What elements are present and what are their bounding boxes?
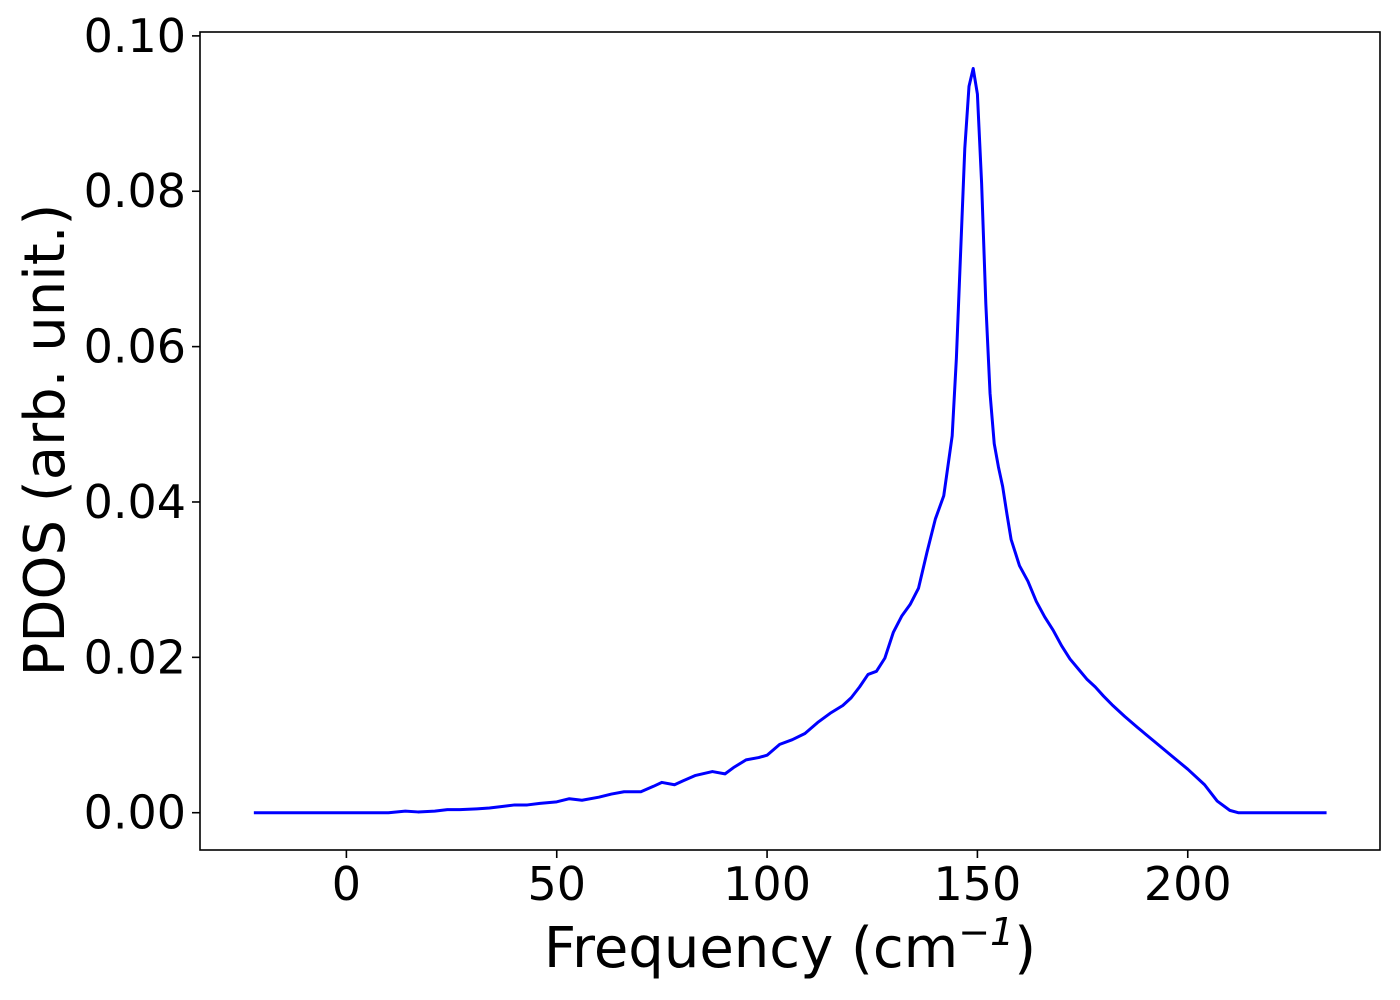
x-axis-title-text: Frequency (cm	[544, 916, 958, 981]
plot-area	[199, 31, 1381, 851]
x-tick-label: 0	[332, 857, 361, 911]
y-tick-label: 0.02	[84, 630, 186, 684]
y-tick-label: 0.08	[84, 164, 186, 218]
y-axis-title: PDOS (arb. unit.)	[13, 204, 78, 677]
series-line-0	[253, 67, 1327, 815]
x-axis-title-superscript: −1	[958, 910, 1014, 954]
y-tick-label: 0.04	[84, 475, 186, 529]
y-tick-label: 0.00	[84, 786, 186, 840]
x-tick-label: 150	[934, 857, 1022, 911]
x-axis-title: Frequency (cm−1)	[544, 910, 1036, 981]
x-tick-label: 200	[1144, 857, 1232, 911]
y-tick-label: 0.06	[84, 320, 186, 374]
x-tick-label: 50	[527, 857, 586, 911]
x-tick-label: 100	[723, 857, 811, 911]
y-tick-label: 0.10	[84, 9, 186, 63]
plot-frame	[199, 31, 1381, 851]
x-axis-ticks: 0 50 100 150 200	[332, 850, 1232, 911]
y-axis-ticks: 0.00 0.02 0.04 0.06 0.08 0.10	[84, 9, 200, 840]
x-axis-title-suffix: )	[1014, 916, 1036, 981]
